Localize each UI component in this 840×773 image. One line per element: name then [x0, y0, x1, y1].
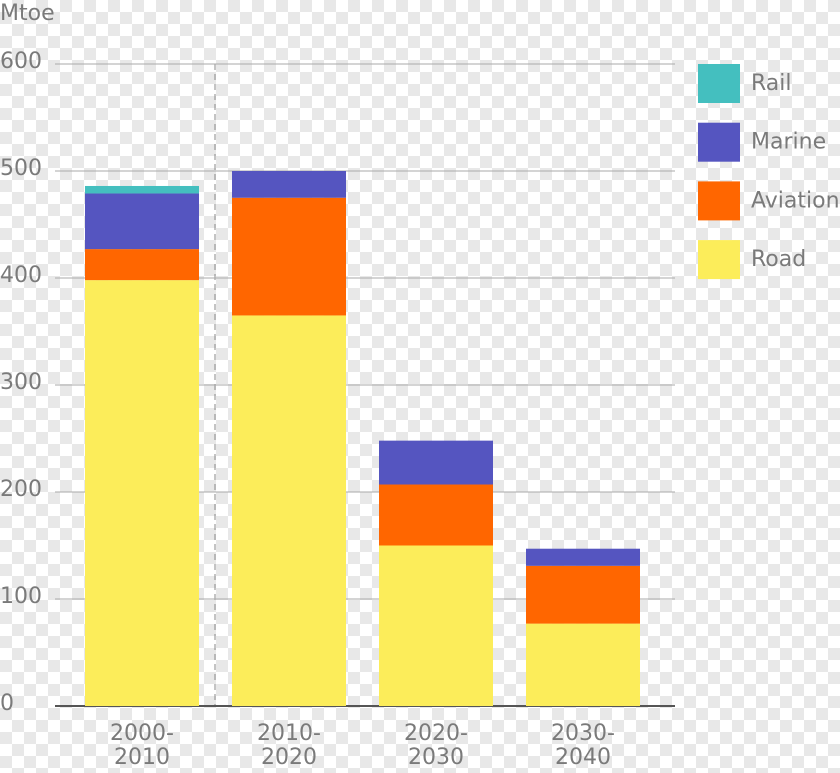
x-tick-label: 2010-2020	[257, 721, 321, 770]
bar-segment	[85, 185, 199, 194]
bar-segment	[526, 623, 640, 706]
y-tick-label: 200	[0, 477, 42, 502]
bar-segment	[232, 315, 346, 706]
bar-segment	[232, 171, 346, 198]
bar-segment	[232, 197, 346, 316]
y-tick-label: 300	[0, 370, 42, 395]
legend-label: Aviation	[751, 188, 840, 213]
y-tick-label: 100	[0, 584, 42, 609]
legend-swatch	[698, 64, 740, 103]
x-tick-label: 2020-2030	[404, 721, 468, 770]
bar-segment	[85, 249, 199, 281]
bar-segment	[85, 280, 199, 706]
legend-swatch	[698, 240, 740, 280]
y-tick-label: 0	[0, 691, 14, 716]
legend-swatch	[698, 122, 740, 162]
legend-label: Road	[751, 247, 806, 272]
bar-segment	[379, 484, 493, 546]
bar-segment	[526, 565, 640, 624]
x-tick-label: 2030-2040	[551, 721, 615, 770]
legend-label: Marine	[751, 130, 826, 155]
y-tick-label: 400	[0, 263, 42, 288]
legend-swatch	[698, 181, 740, 221]
bar-segment	[379, 440, 493, 485]
x-tick-label: 2000-2010	[110, 721, 174, 770]
legend-label: Rail	[751, 71, 792, 96]
y-tick-label: 500	[0, 156, 42, 181]
bar-segment	[85, 193, 199, 250]
bar-segment	[526, 548, 640, 566]
y-tick-label: 600	[0, 49, 42, 74]
y-axis-label: Mtoe	[0, 1, 55, 26]
bar-segment	[379, 545, 493, 706]
